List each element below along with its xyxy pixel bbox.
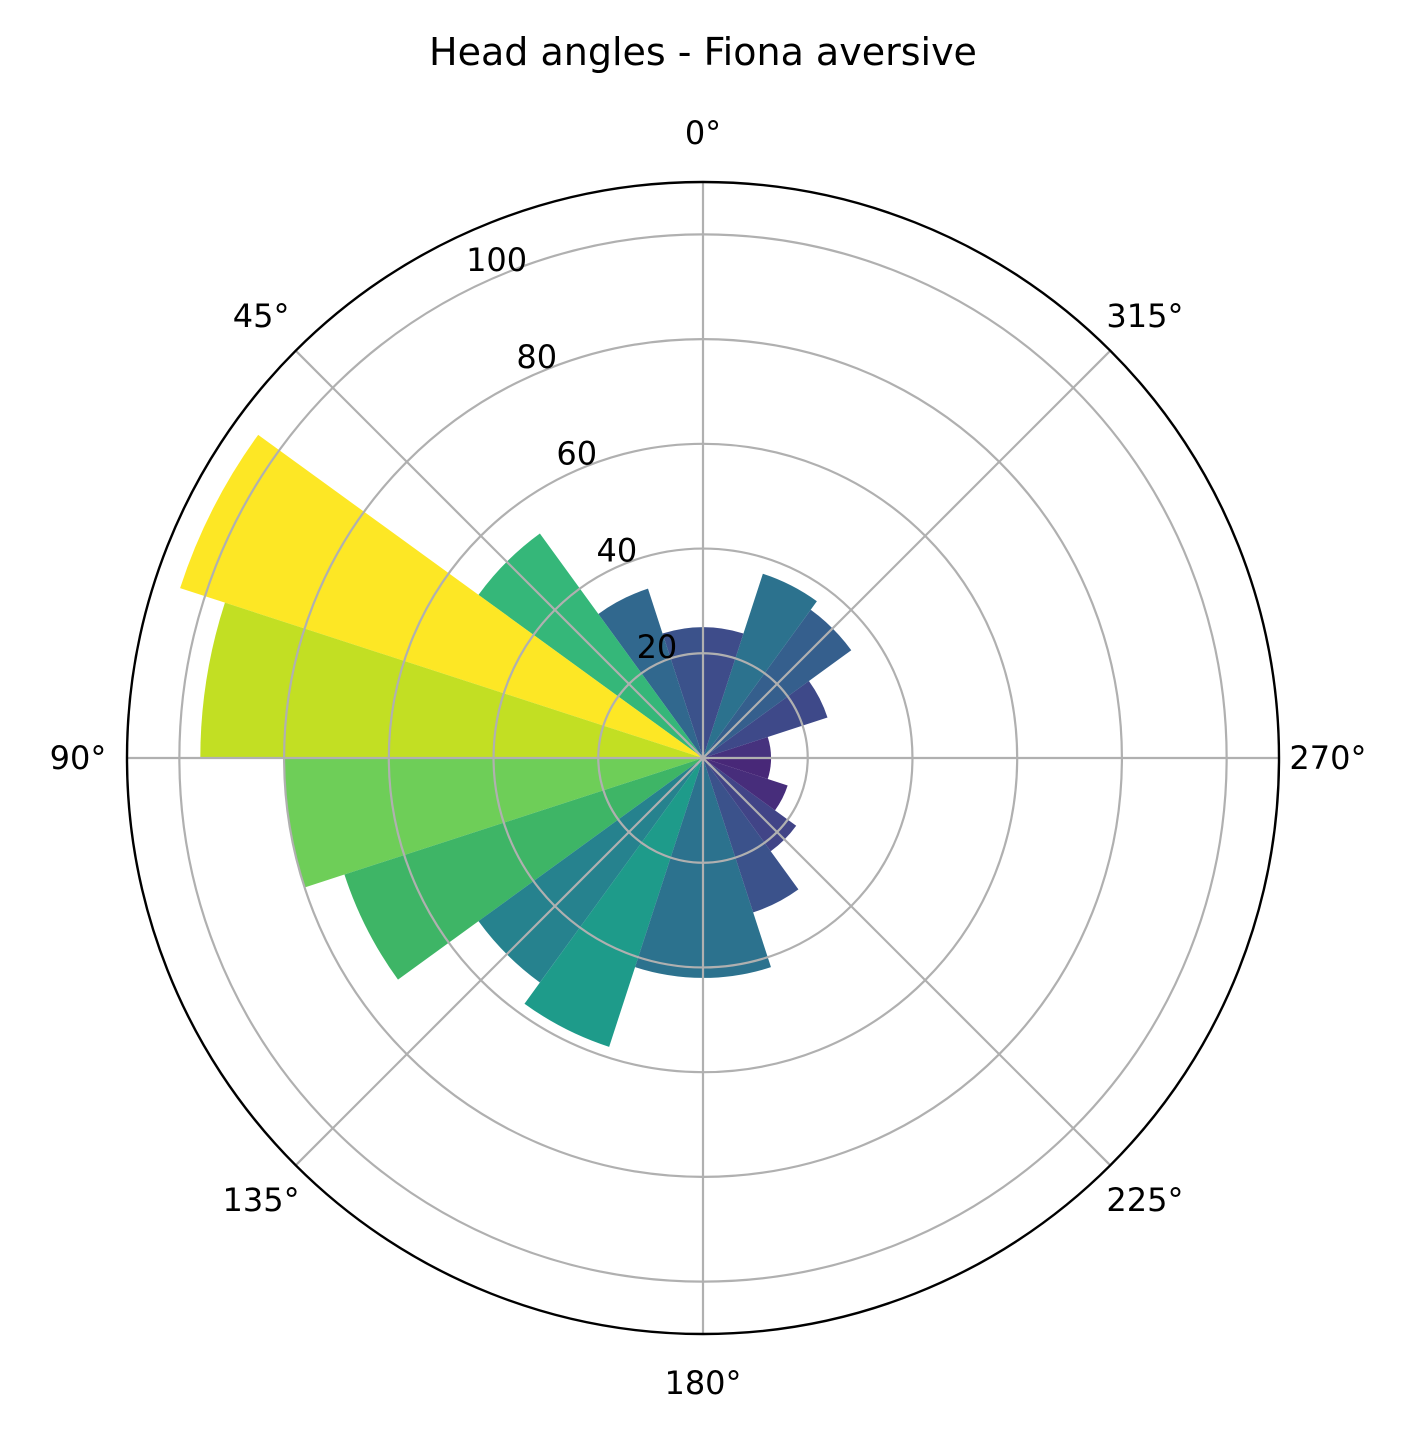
theta-tick-label-5: 225° bbox=[1106, 1181, 1183, 1219]
labels-layer: 0° 45° 90° 135° 180° 225° 270° 315° 20 40 60 80 100 bbox=[50, 114, 1367, 1402]
bar-19 bbox=[703, 627, 744, 758]
bar-1 bbox=[598, 588, 703, 758]
polar-frame bbox=[125, 180, 1281, 1336]
theta-tick-label-7: 315° bbox=[1106, 297, 1183, 335]
theta-tick-label-4: 180° bbox=[664, 1364, 741, 1402]
r-tick-label-3: 80 bbox=[516, 338, 557, 376]
bar-15 bbox=[703, 736, 772, 758]
theta-gridline-5 bbox=[702, 757, 1112, 1167]
r-tick-label-4: 100 bbox=[466, 241, 527, 279]
chart-title: Head angles - Fiona aversive bbox=[429, 30, 977, 74]
r-tick-label-2: 60 bbox=[556, 435, 597, 473]
bar-4 bbox=[200, 602, 704, 758]
theta-tick-label-6: 270° bbox=[1289, 739, 1366, 777]
bar-8 bbox=[524, 758, 703, 1047]
bar-5 bbox=[284, 758, 703, 888]
theta-tick-label-1: 45° bbox=[233, 297, 290, 335]
theta-tick-label-2: 90° bbox=[50, 739, 107, 777]
grid-layer bbox=[127, 182, 1279, 1334]
bar-11 bbox=[703, 758, 799, 913]
theta-gridline-7 bbox=[702, 349, 1112, 759]
bar-16 bbox=[703, 681, 828, 758]
theta-gridline-1 bbox=[294, 349, 704, 759]
theta-gridline-3 bbox=[294, 757, 704, 1167]
bar-18 bbox=[703, 573, 817, 758]
r-tick-label-0: 20 bbox=[637, 628, 678, 666]
bar-9 bbox=[635, 758, 703, 978]
bar-10 bbox=[703, 758, 771, 978]
theta-tick-label-3: 135° bbox=[223, 1181, 300, 1219]
bar-3 bbox=[180, 434, 703, 758]
bar-0 bbox=[662, 627, 703, 758]
theta-tick-label-0: 0° bbox=[685, 114, 721, 152]
r-tick-label-1: 40 bbox=[596, 531, 637, 569]
bar-13 bbox=[703, 758, 788, 811]
bars-layer bbox=[180, 434, 852, 1047]
bar-14 bbox=[703, 758, 772, 780]
